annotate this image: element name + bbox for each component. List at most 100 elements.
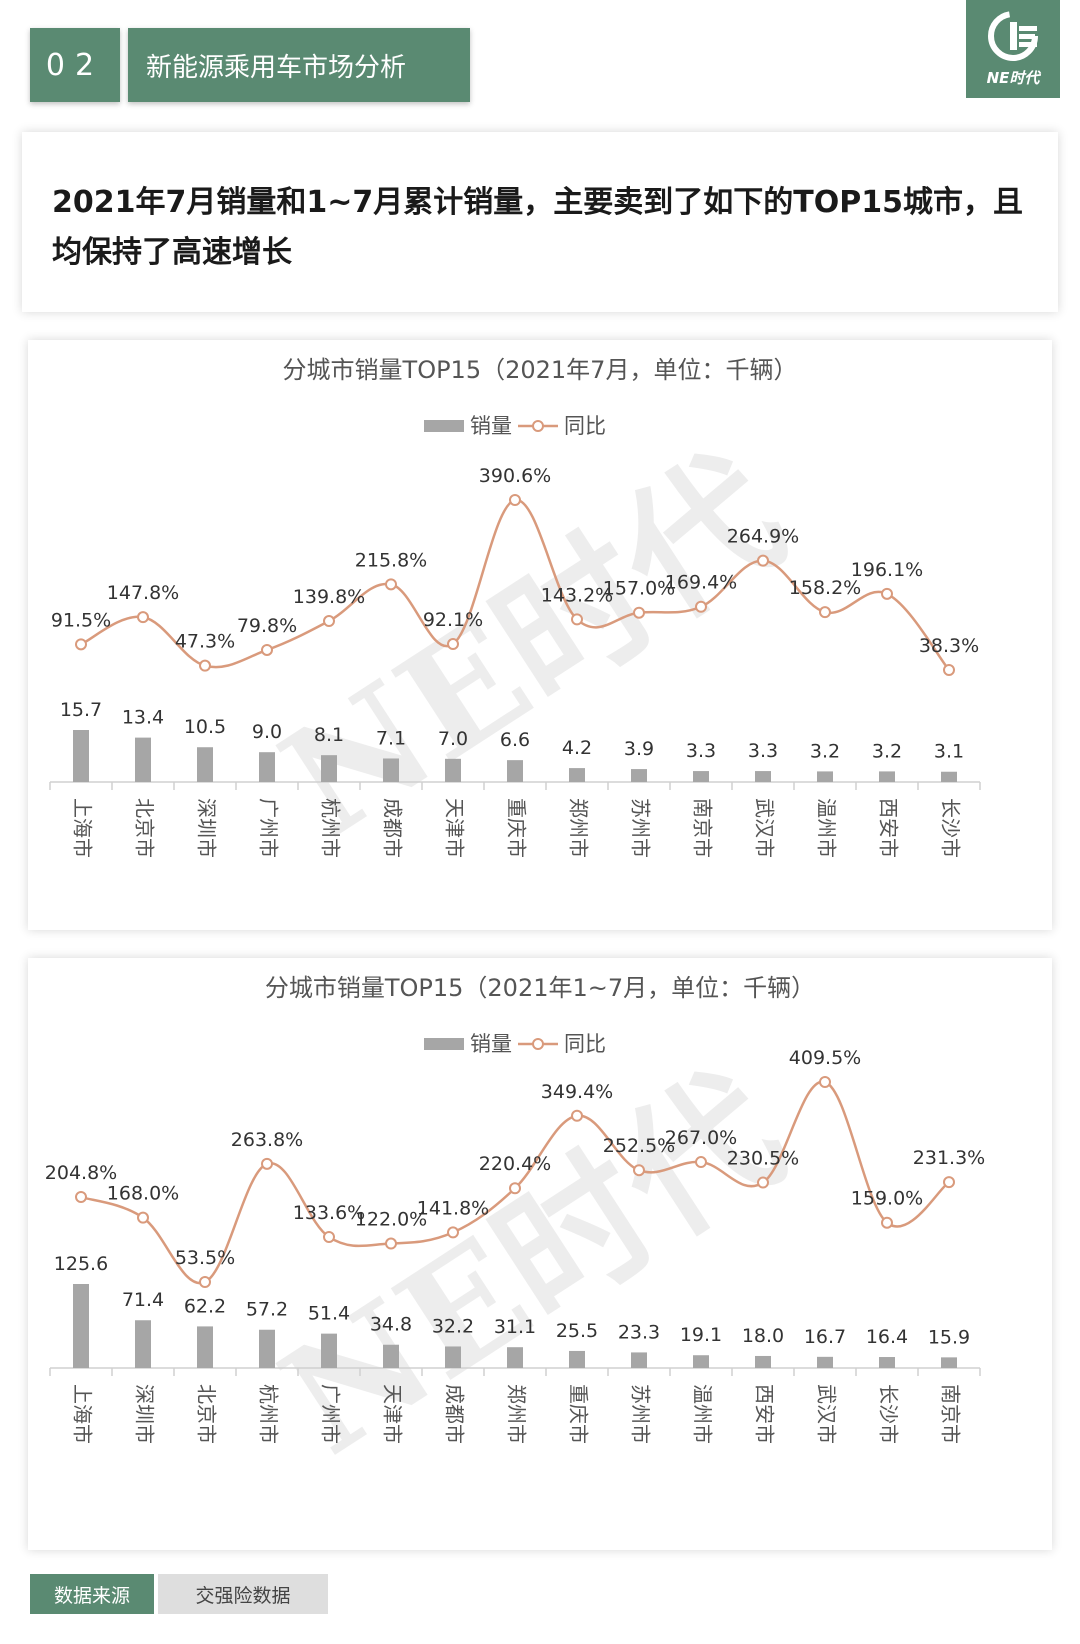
bar-value-label: 13.4	[122, 707, 164, 729]
yoy-point-6	[447, 1226, 459, 1239]
category-label: 重庆市	[567, 1384, 591, 1444]
category-label: 上海市	[71, 798, 95, 858]
yoy-point-2	[199, 659, 211, 672]
bar-9	[631, 769, 647, 782]
category-label: 天津市	[443, 798, 467, 858]
yoy-point-7	[509, 494, 521, 506]
yoy-point-1	[137, 611, 149, 624]
bar-value-label: 9.0	[252, 721, 282, 743]
bar-0	[73, 730, 89, 782]
yoy-value-label: 139.8%	[293, 586, 365, 608]
yoy-value-label: 141.8%	[417, 1197, 489, 1219]
yoy-value-label: 38.3%	[919, 635, 979, 657]
legend-label-bar: 销量	[470, 414, 512, 438]
yoy-value-label: 159.0%	[851, 1188, 923, 1210]
bar-1	[135, 737, 151, 782]
category-label: 苏州市	[629, 1384, 653, 1444]
legend-bar-swatch	[424, 1038, 464, 1050]
bar-5	[383, 758, 399, 782]
category-label: 郑州市	[505, 1384, 529, 1444]
bar-value-label: 15.9	[928, 1326, 970, 1348]
yoy-point-8	[571, 1109, 583, 1122]
yoy-point-12	[819, 1076, 831, 1088]
category-label: 南京市	[939, 1384, 963, 1444]
yoy-value-label: 264.9%	[727, 526, 799, 548]
bar-value-label: 51.4	[308, 1303, 350, 1325]
bar-6	[445, 1346, 461, 1368]
yoy-value-label: 158.2%	[789, 577, 861, 599]
legend-bar-swatch	[424, 420, 464, 432]
bar-14	[941, 1357, 957, 1368]
bar-10	[693, 1355, 709, 1368]
yoy-point-7	[509, 1182, 521, 1195]
bar-4	[321, 755, 337, 782]
yoy-value-label: 252.5%	[603, 1135, 675, 1157]
bar-value-label: 4.2	[562, 737, 592, 759]
bar-value-label: 31.1	[494, 1316, 536, 1338]
yoy-point-3	[261, 1157, 273, 1170]
category-label: 杭州市	[257, 1384, 281, 1444]
legend-label-bar: 销量	[470, 1032, 512, 1056]
legend-label-line: 同比	[564, 1032, 606, 1056]
bar-value-label: 18.0	[742, 1325, 784, 1347]
yoy-point-14	[943, 664, 955, 676]
bar-8	[569, 1350, 585, 1368]
category-label: 西安市	[753, 1384, 777, 1444]
bar-10	[693, 771, 709, 782]
logo-mark-icon	[988, 11, 1038, 61]
logo-text: NE时代	[986, 69, 1040, 87]
category-label: 苏州市	[629, 798, 653, 858]
category-label: 南京市	[691, 798, 715, 858]
bar-value-label: 3.9	[624, 738, 654, 760]
bar-value-label: 3.3	[748, 740, 778, 762]
bar-13	[879, 1357, 895, 1368]
yoy-point-5	[385, 1237, 397, 1250]
category-label: 武汉市	[815, 1384, 839, 1444]
yoy-value-label: 390.6%	[479, 465, 551, 487]
yoy-value-label: 230.5%	[727, 1148, 799, 1170]
category-label: 重庆市	[505, 798, 529, 858]
bar-14	[941, 771, 957, 782]
category-label: 杭州市	[319, 798, 343, 858]
category-label: 北京市	[133, 798, 157, 858]
bar-9	[631, 1352, 647, 1368]
yoy-point-3	[261, 643, 273, 656]
bar-value-label: 62.2	[184, 1295, 226, 1317]
category-label: 长沙市	[877, 1384, 901, 1444]
category-label: 长沙市	[939, 798, 963, 858]
bar-6	[445, 758, 461, 782]
category-label: 郑州市	[567, 798, 591, 858]
yoy-point-14	[943, 1176, 955, 1189]
bar-12	[817, 771, 833, 782]
yoy-value-label: 157.0%	[603, 578, 675, 600]
bar-value-label: 16.7	[804, 1326, 846, 1348]
yoy-value-label: 215.8%	[355, 549, 427, 571]
bar-3	[259, 752, 275, 782]
yoy-value-label: 349.4%	[541, 1081, 613, 1103]
bar-11	[755, 1355, 771, 1368]
yoy-value-label: 122.0%	[355, 1209, 427, 1231]
category-label: 成都市	[443, 1384, 467, 1444]
bar-value-label: 34.8	[370, 1314, 412, 1336]
yoy-value-label: 47.3%	[175, 631, 235, 653]
yoy-value-label: 91.5%	[51, 609, 111, 631]
category-label: 温州市	[815, 798, 839, 858]
bar-value-label: 8.1	[314, 724, 344, 746]
bar-11	[755, 771, 771, 782]
bar-value-label: 3.1	[934, 741, 964, 763]
yoy-point-1	[137, 1211, 149, 1224]
bar-value-label: 57.2	[246, 1299, 288, 1321]
yoy-value-label: 267.0%	[665, 1127, 737, 1149]
yoy-point-9	[633, 1164, 645, 1177]
bar-value-label: 7.0	[438, 728, 468, 750]
yoy-value-label: 92.1%	[423, 609, 483, 631]
yoy-point-10	[695, 1156, 707, 1169]
yoy-point-13	[881, 587, 893, 600]
bar-value-label: 10.5	[184, 716, 226, 738]
yoy-value-label: 263.8%	[231, 1129, 303, 1151]
category-label: 温州市	[691, 1384, 715, 1444]
chart-monthly-card: NE时代 分城市销量TOP15（2021年7月，单位：千辆） 销量 同比 15.7 13.…	[28, 340, 1052, 930]
bar-2	[197, 1326, 213, 1368]
